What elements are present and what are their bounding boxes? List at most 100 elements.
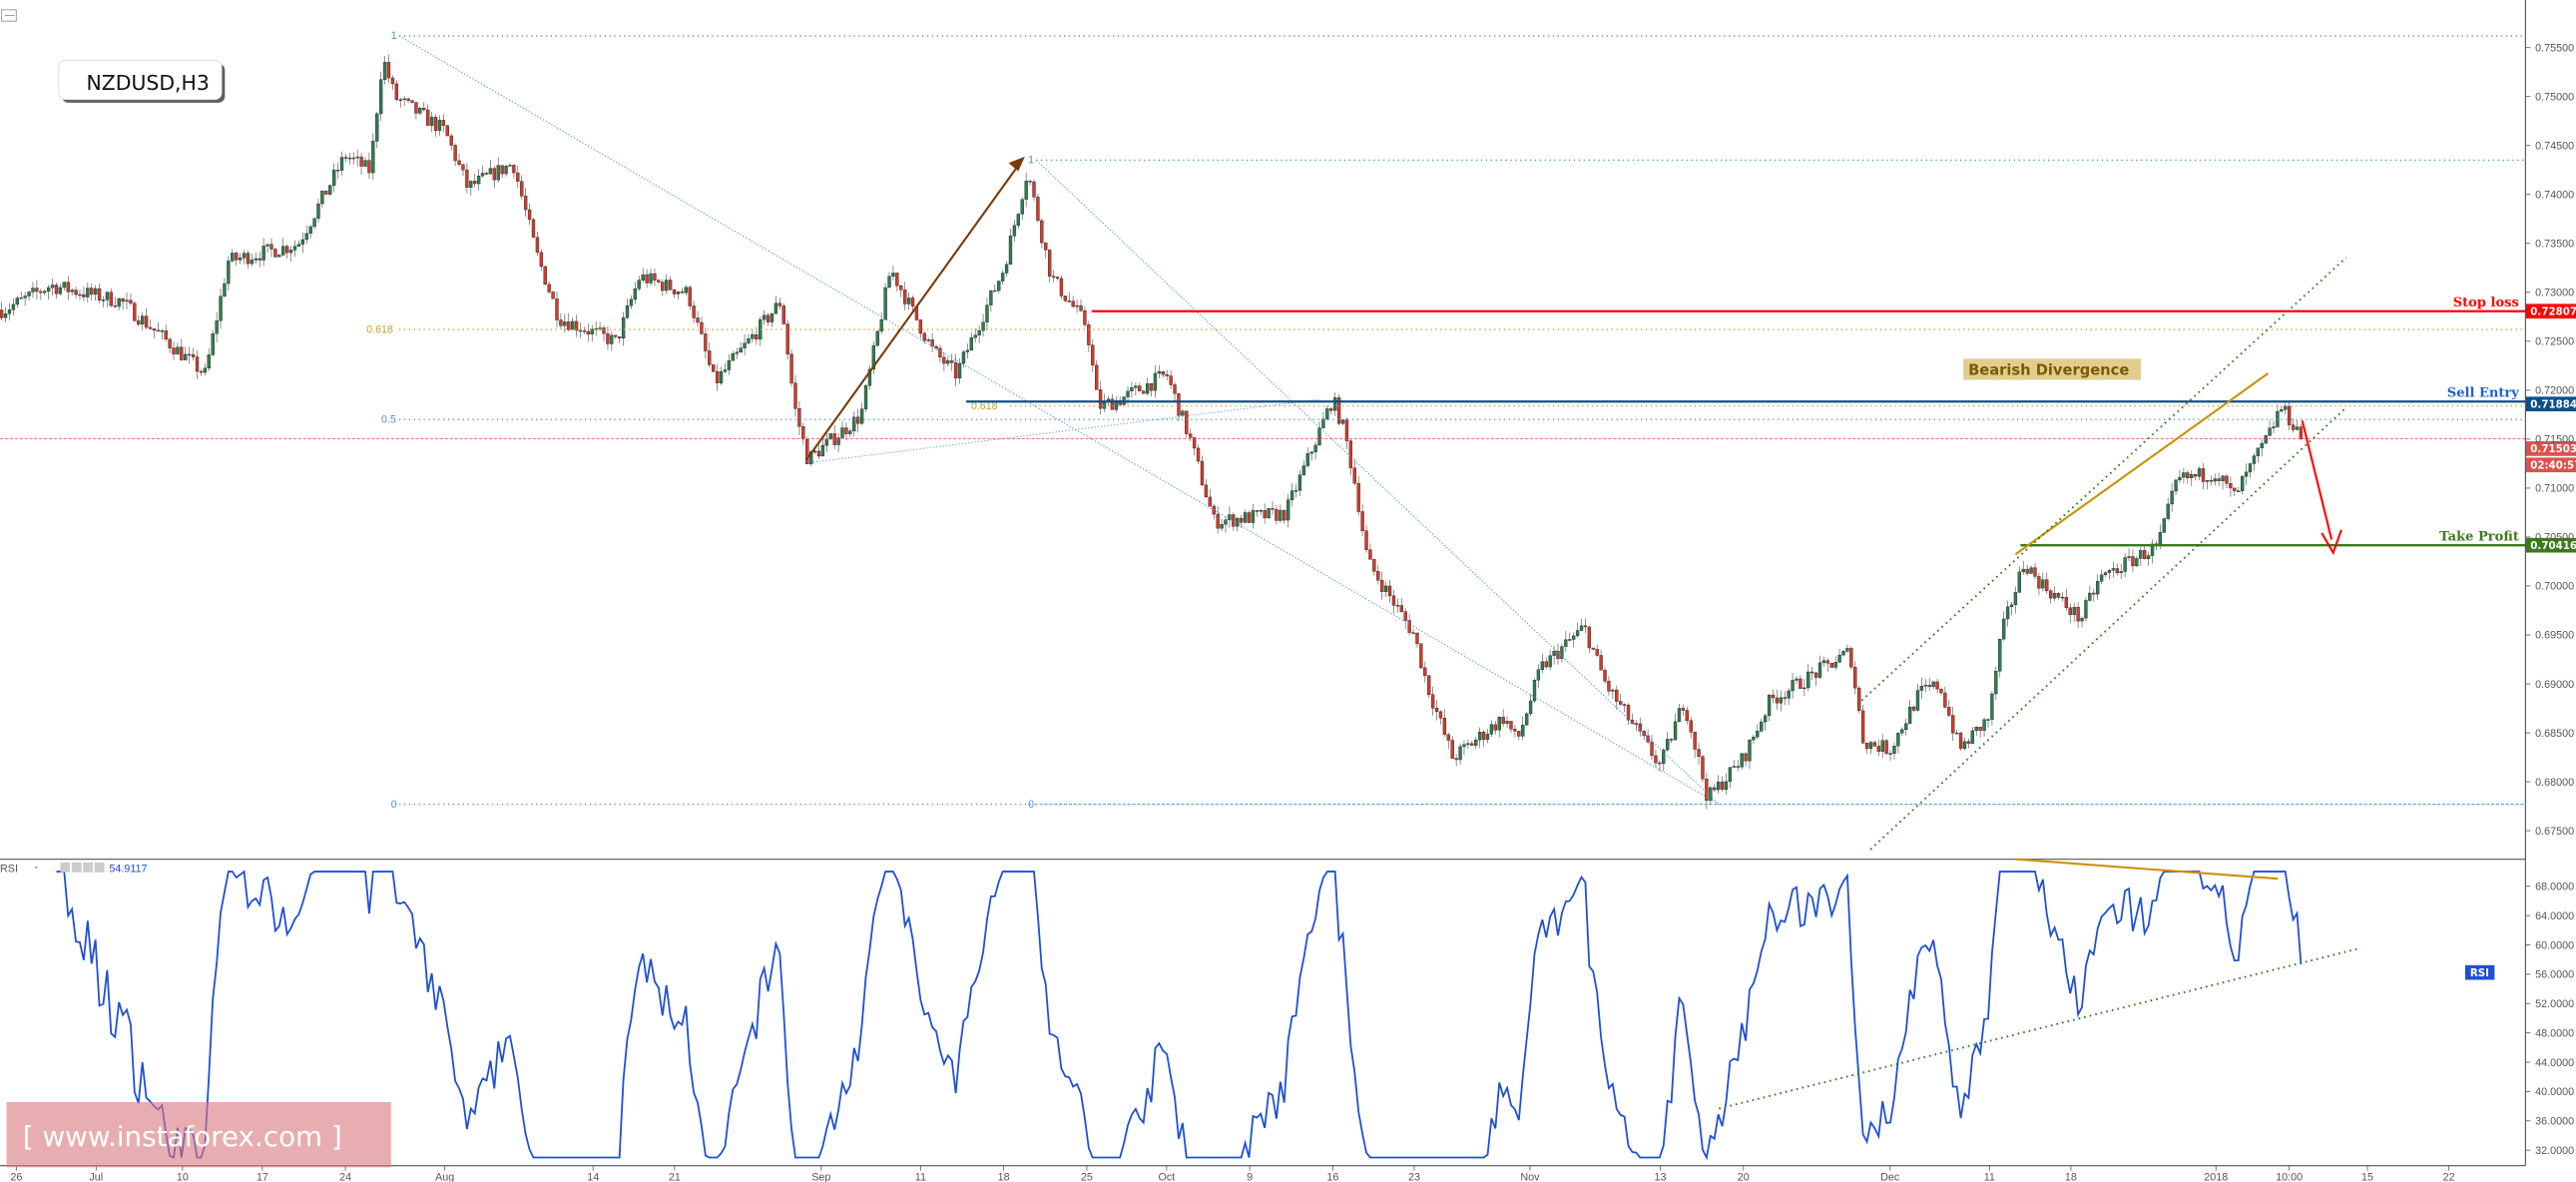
rsi-tick-label: 32.0000 xyxy=(2535,1145,2574,1157)
time-tick-label: Dec xyxy=(1880,1171,1900,1182)
rsi-tick-label: 36.0000 xyxy=(2535,1116,2574,1128)
candle xyxy=(1853,667,1857,689)
candle xyxy=(1130,387,1134,391)
candle xyxy=(563,321,567,326)
candle xyxy=(766,314,771,322)
price-pane[interactable] xyxy=(0,54,2304,810)
current-price-badge: 0.71503 xyxy=(2530,443,2576,455)
candle xyxy=(641,274,645,281)
candle xyxy=(1368,549,1372,560)
candle xyxy=(164,329,168,340)
candle xyxy=(457,160,461,165)
candle xyxy=(1157,371,1162,374)
candle xyxy=(1243,512,1248,523)
candle xyxy=(1716,781,1721,791)
candle xyxy=(296,244,301,247)
candle xyxy=(1724,781,1729,791)
candle xyxy=(739,347,743,353)
time-tick-label: 18 xyxy=(998,1171,1010,1182)
candle xyxy=(1173,384,1177,394)
candle xyxy=(2119,571,2123,574)
time-tick-label: 26 xyxy=(10,1171,22,1182)
rsi-pane[interactable] xyxy=(56,858,2358,1161)
time-tick-label: Nov xyxy=(1520,1171,1540,1182)
candle xyxy=(1236,517,1240,527)
candle xyxy=(1829,663,1833,668)
candle xyxy=(543,266,547,286)
price-axis[interactable]: 0.67500 0.68000 0.68500 0.69000 0.69500 0.700… xyxy=(2525,42,2574,838)
candle xyxy=(1595,649,1599,656)
candle xyxy=(1161,371,1165,375)
candle xyxy=(1904,723,1908,731)
candle xyxy=(1517,731,1521,737)
candle xyxy=(1079,304,1083,311)
close-icon[interactable] xyxy=(94,862,105,873)
candle xyxy=(2088,592,2092,601)
fib-level-label: 0 xyxy=(1028,799,1034,811)
candle xyxy=(1760,721,1764,732)
candle xyxy=(981,321,985,331)
time-tick-label: 11 xyxy=(1984,1171,1995,1182)
candle xyxy=(1919,686,1924,691)
candle xyxy=(1000,273,1005,282)
candle xyxy=(1489,724,1494,735)
candle xyxy=(2143,550,2147,559)
candle xyxy=(1591,647,1595,650)
candle xyxy=(812,450,817,453)
candle xyxy=(2221,475,2225,481)
candle xyxy=(731,353,735,361)
candle xyxy=(1817,662,1822,678)
bearish-divergence-label: Bearish Divergence xyxy=(1968,362,2129,379)
candle xyxy=(1075,304,1079,307)
candle xyxy=(598,327,602,329)
candle xyxy=(1395,605,1400,607)
candle xyxy=(1297,474,1302,491)
candle xyxy=(1767,694,1772,717)
time-axis[interactable]: 26 Jul 10 17 24 Aug 14 21 Sep 11 18 25 Oct 9 16 23 Nov 13… xyxy=(10,1165,2455,1182)
candle xyxy=(751,333,755,339)
time-tick-label: Jul xyxy=(89,1171,103,1182)
candle xyxy=(1611,689,1615,692)
fib-level-label: 0.618 xyxy=(366,323,393,335)
candle xyxy=(1720,781,1725,791)
candle xyxy=(910,297,915,307)
candle xyxy=(261,246,265,261)
gear-icon[interactable] xyxy=(71,862,82,873)
candle xyxy=(1876,746,1880,752)
candle xyxy=(2158,532,2163,545)
candle xyxy=(2233,487,2237,492)
candle xyxy=(1383,585,1388,592)
candle xyxy=(863,384,868,409)
candle xyxy=(828,433,832,439)
candle xyxy=(1607,681,1611,692)
price-tick-label: 0.68500 xyxy=(2535,728,2574,740)
price-tick-label: 0.70500 xyxy=(2535,532,2574,544)
rsi-axis[interactable]: 32.0000 36.0000 40.0000 44.0000 48.0000 52.00… xyxy=(2525,882,2574,1157)
candle xyxy=(1587,626,1592,649)
candle xyxy=(1892,746,1896,754)
candle xyxy=(1564,639,1568,647)
menu-icon[interactable] xyxy=(1,9,17,22)
price-tick-label: 0.72000 xyxy=(2535,385,2574,397)
candle xyxy=(1454,758,1458,761)
candle xyxy=(1438,711,1443,719)
candle xyxy=(1884,740,1888,755)
candle xyxy=(1825,660,1830,664)
candle xyxy=(433,117,438,131)
chevron-down-icon[interactable] xyxy=(34,866,39,870)
rsi-trend-line xyxy=(1719,947,2358,1110)
candle xyxy=(480,173,485,177)
candle xyxy=(339,157,344,171)
plus-icon[interactable] xyxy=(83,862,94,873)
candle xyxy=(1779,697,1784,704)
time-tick-label: 11 xyxy=(915,1171,926,1182)
candle xyxy=(1556,651,1560,660)
sell-entry-price-badge-bg xyxy=(2525,396,2576,412)
candle xyxy=(1497,717,1501,731)
candle xyxy=(58,287,63,295)
candle xyxy=(1012,225,1017,237)
candle xyxy=(31,288,35,293)
candle xyxy=(1998,638,2002,672)
eye-icon[interactable] xyxy=(60,862,71,873)
